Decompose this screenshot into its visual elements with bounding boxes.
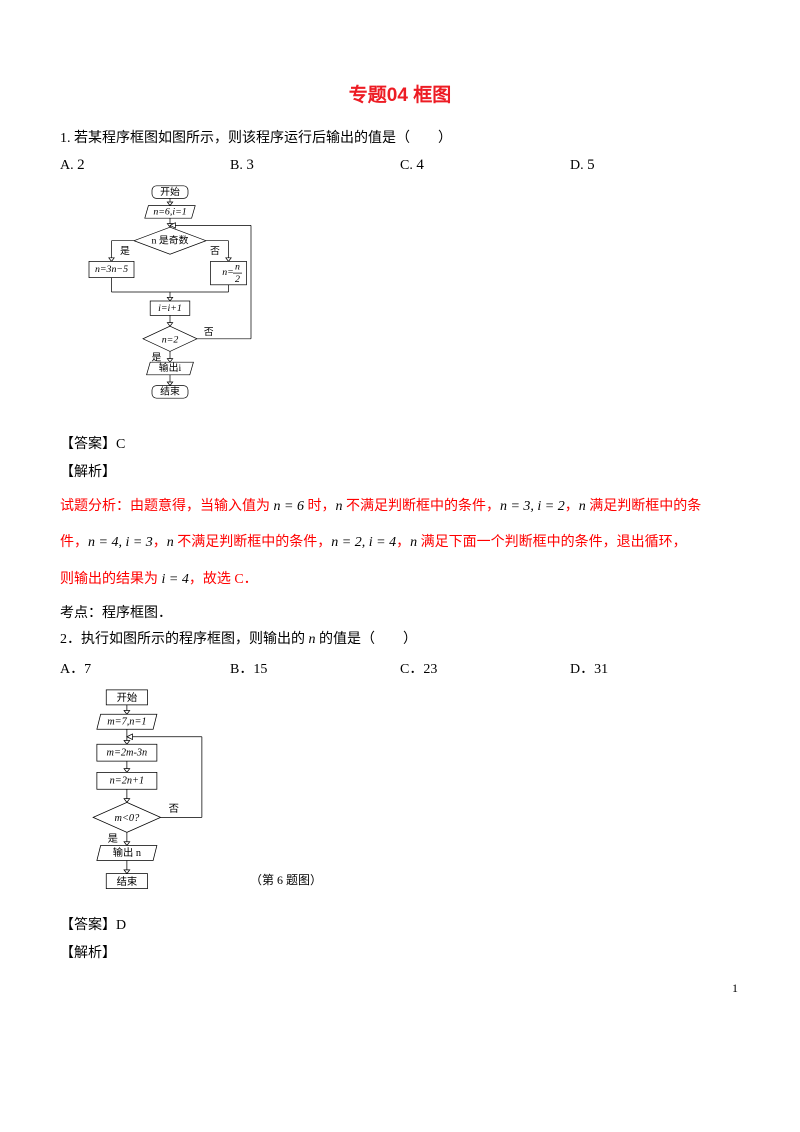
fc2-init: m=7,n=1 bbox=[107, 717, 146, 728]
fc1-no2: 否 bbox=[204, 326, 214, 338]
fc1-out: 输出i bbox=[159, 361, 182, 374]
fc1-no1: 否 bbox=[210, 245, 220, 257]
q2-option-a: A．7 bbox=[60, 658, 230, 678]
fc2-start: 开始 bbox=[117, 691, 138, 704]
fc2-out: 输出 n bbox=[113, 846, 141, 859]
fc1-inc: i=i+1 bbox=[158, 303, 182, 314]
fc1-proc-yes: n=3n−5 bbox=[95, 264, 128, 275]
q1-option-d: D. 5 bbox=[570, 157, 740, 174]
q1-kaodian: 考点：程序框图． bbox=[60, 602, 740, 622]
q2-flowchart-caption: （第 6 题图） bbox=[250, 871, 322, 888]
q1-option-b: B. 3 bbox=[230, 157, 400, 174]
q2-flowchart: 开始 m=7,n=1 m=2m-3n n=2n+1 bbox=[80, 688, 740, 904]
q1-option-a: A. 2 bbox=[60, 157, 230, 174]
q2-options: A．7 B．15 C．23 D．31 bbox=[60, 658, 740, 678]
page-number: 1 bbox=[732, 981, 738, 996]
fc2-end: 结束 bbox=[117, 875, 138, 888]
fc1-cond1: n 是奇数 bbox=[151, 233, 188, 246]
svg-text:n=: n= bbox=[222, 267, 234, 278]
svg-text:n: n bbox=[235, 262, 240, 273]
q1-analysis-body: 试题分析：由题意得，当输入值为 n = 6 时，n 不满足判断框中的条件，n =… bbox=[60, 489, 740, 598]
q1-option-c: C. 4 bbox=[400, 157, 570, 174]
fc1-cond2: n=2 bbox=[162, 334, 179, 345]
q1-text: 1. 若某程序框图如图所示，则该程序运行后输出的值是（ ） bbox=[60, 125, 740, 153]
q1-flowchart: 开始 n=6,i=1 n 是奇数 是 否 bbox=[80, 184, 740, 423]
fc1-start: 开始 bbox=[160, 185, 180, 198]
fc1-yes1: 是 bbox=[120, 245, 130, 257]
fc2-yes: 是 bbox=[108, 833, 118, 845]
q2-analysis-label: 【解析】 bbox=[60, 942, 740, 962]
q1-answer: 【答案】C bbox=[60, 433, 740, 453]
fc1-init: n=6,i=1 bbox=[153, 207, 186, 218]
q1-options: A. 2 B. 3 C. 4 D. 5 bbox=[60, 157, 740, 174]
svg-text:2: 2 bbox=[235, 274, 240, 285]
fc1-yes2: 是 bbox=[152, 351, 162, 363]
fc2-p2: n=2n+1 bbox=[110, 776, 145, 787]
q2-text: 2．执行如图所示的程序框图，则输出的 n 的值是（ ） bbox=[60, 626, 740, 654]
q1-analysis-label: 【解析】 bbox=[60, 461, 740, 481]
q2-option-d: D．31 bbox=[570, 658, 740, 678]
fc1-end: 结束 bbox=[160, 385, 180, 398]
q2-option-b: B．15 bbox=[230, 658, 400, 678]
q2-option-c: C．23 bbox=[400, 658, 570, 678]
fc2-p1: m=2m-3n bbox=[107, 748, 148, 759]
fc2-cond: m<0? bbox=[115, 813, 141, 824]
page-title: 专题04 框图 bbox=[60, 80, 740, 107]
fc2-no: 否 bbox=[169, 803, 179, 815]
q2-answer: 【答案】D bbox=[60, 914, 740, 934]
